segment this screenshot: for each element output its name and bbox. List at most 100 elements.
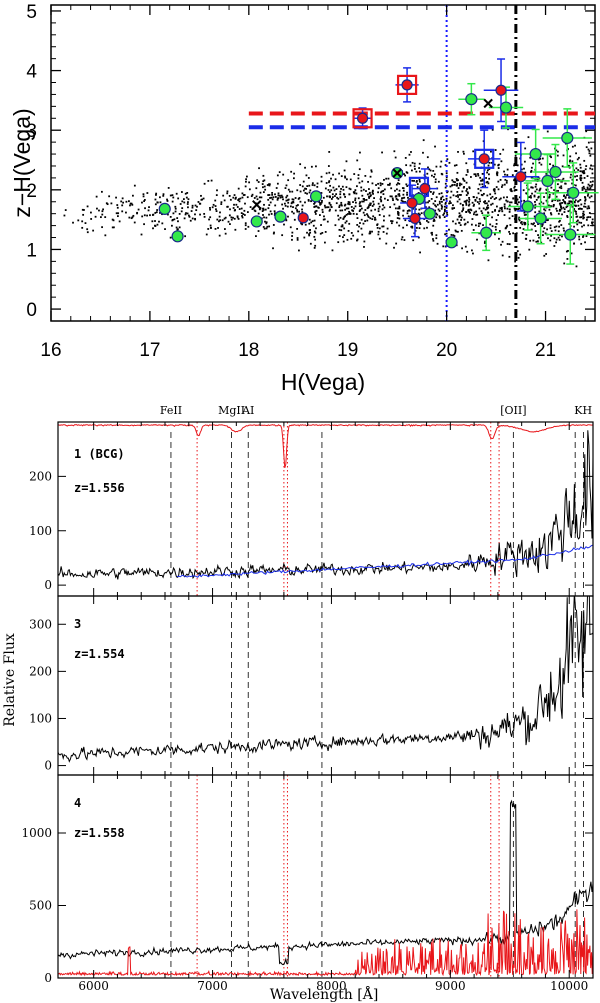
background-point [573,200,576,203]
background-point [549,155,552,158]
background-point [550,213,553,216]
background-point [110,202,113,205]
background-point [362,200,365,203]
background-point [455,164,458,167]
background-point [519,253,522,256]
background-point [465,189,468,192]
background-point [506,207,509,210]
background-point [354,189,357,192]
member-square-marker [352,108,373,129]
background-point [532,162,534,165]
background-point [540,163,543,166]
background-point [389,206,392,209]
background-point [429,169,432,172]
background-point [369,204,372,206]
background-point [390,220,392,222]
background-point [586,232,589,234]
background-point [498,198,501,201]
background-point [314,231,317,234]
background-point [329,208,331,211]
background-point [554,199,557,202]
background-point [268,213,270,216]
background-point [361,200,364,203]
background-point [518,207,521,210]
background-point [549,205,552,208]
spectrum-redshift-label: z=1.558 [74,826,125,840]
background-point [539,188,541,191]
background-point [465,162,468,165]
background-point [468,186,471,189]
background-point [226,192,229,195]
background-point [549,239,552,242]
background-point [457,151,459,153]
background-point [400,199,403,202]
background-point [232,196,235,199]
background-point [466,199,468,202]
background-point [263,203,265,206]
background-point [187,206,189,209]
background-point [291,201,294,204]
background-point [230,218,233,221]
background-point [182,198,185,200]
background-point [331,193,334,196]
background-point [496,172,498,175]
background-point [423,227,426,230]
background-point [321,231,324,234]
background-point [422,151,424,154]
background-point [520,221,523,223]
background-point [100,216,102,219]
background-point [507,128,509,131]
background-point [341,185,344,188]
background-point [555,225,558,228]
background-point [223,199,226,202]
background-point [566,194,568,196]
background-point [563,229,565,232]
background-point [494,233,496,236]
background-point [450,234,453,236]
background-point [115,212,118,215]
background-point [497,180,500,183]
background-point [577,200,580,203]
background-point [573,169,575,172]
background-point [517,208,520,210]
background-point [458,215,461,218]
background-point [106,203,109,206]
background-point [443,205,446,208]
background-point [203,212,206,215]
background-point [287,188,290,191]
background-point [477,222,480,225]
background-point [317,206,319,209]
background-point [580,179,582,182]
green-member-point [567,186,580,199]
background-point [284,187,287,189]
background-point [101,213,104,216]
background-point [506,200,509,203]
background-point [364,209,367,211]
background-point [466,250,469,253]
background-point [463,200,466,203]
background-point [426,156,429,159]
background-point [566,205,569,208]
background-point [478,207,481,210]
spectrum-id-label: 4 [74,796,81,810]
background-point [577,208,580,210]
background-point [274,193,276,196]
background-point [563,208,566,211]
background-point [513,185,516,188]
background-point [349,188,352,191]
background-point [411,225,414,228]
background-point [82,213,85,216]
background-point [564,182,567,185]
spectrum-y-tick-label: 0 [44,971,52,985]
background-point [259,191,262,194]
background-point [243,194,246,196]
background-point [313,205,316,208]
background-point [285,219,288,222]
background-point [575,204,577,207]
background-point [390,187,393,190]
background-point [167,187,170,189]
background-point [368,195,370,198]
background-point [468,200,470,203]
background-point [237,199,240,201]
background-point [403,173,405,175]
